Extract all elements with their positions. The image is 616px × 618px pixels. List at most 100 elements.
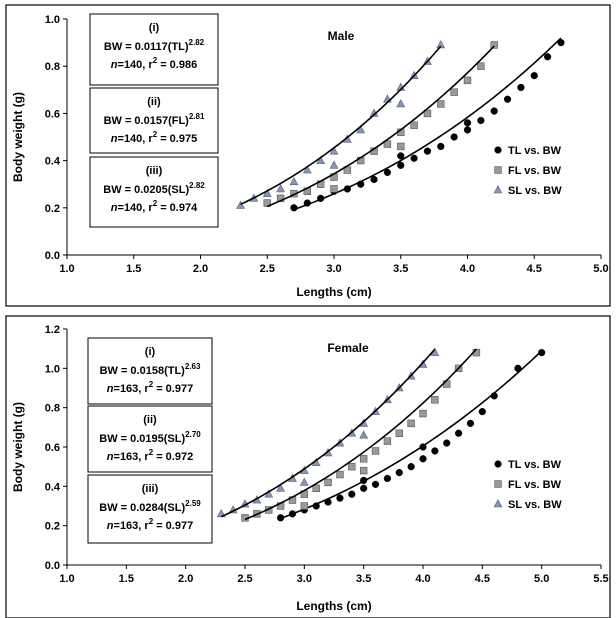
data-point	[423, 147, 432, 155]
equation-box-frame	[87, 405, 213, 473]
data-point	[431, 447, 439, 455]
data-point	[329, 146, 339, 155]
data-point	[431, 396, 439, 404]
equation-box: (i) BW = 0.0158(TL)2.63 n=163, r2 = 0.977	[87, 337, 213, 405]
equation-n: n	[111, 133, 118, 145]
data-point	[371, 447, 380, 455]
data-point	[463, 126, 472, 134]
data-point	[455, 429, 463, 437]
data-point	[360, 484, 368, 492]
data-point	[494, 146, 502, 154]
x-tick-label: 2.0	[178, 573, 193, 585]
equation-n: n	[107, 451, 114, 463]
equation-id: (ii)	[143, 414, 157, 426]
fit-curve	[266, 45, 495, 208]
equation-stats-text: =140, r	[118, 202, 154, 214]
data-point	[302, 165, 312, 174]
data-point	[329, 160, 339, 169]
x-tick-label: 4.0	[415, 573, 430, 585]
x-tick-label: 3.5	[393, 263, 408, 275]
equation-r-squared-exp: 2	[153, 56, 158, 65]
data-point	[299, 477, 309, 486]
data-point	[407, 419, 415, 428]
data-point	[382, 94, 392, 103]
equation-n: n	[107, 520, 114, 532]
legend-label: FL vs. BW	[508, 165, 562, 177]
y-tick-label: 1.2	[45, 324, 60, 336]
equation-formula-base: BW = 0.0117(TL)	[104, 41, 189, 53]
legend-label: SL vs. BW	[508, 499, 562, 511]
equation-r-squared-exp: 2	[153, 199, 158, 208]
fit-curve	[220, 348, 436, 518]
data-point	[324, 478, 332, 487]
data-point	[478, 408, 486, 416]
data-point	[395, 429, 403, 437]
data-point	[466, 419, 475, 428]
legend-label: SL vs. BW	[508, 185, 562, 197]
x-tick-label: 3.0	[297, 573, 312, 585]
equation-exponent: 2.81	[189, 112, 205, 121]
data-point	[477, 62, 485, 70]
equation-box: (iii) BW = 0.0205(SL)2.82 n=140, r2 = 0.97…	[89, 156, 219, 228]
data-point	[543, 53, 552, 61]
series-square	[241, 348, 481, 522]
data-point	[493, 185, 503, 194]
x-tick-label: 1.5	[119, 573, 134, 585]
equation-stats-text: =140, r	[118, 59, 154, 71]
x-tick-label: 3.0	[326, 263, 341, 275]
legend-label: TL vs. BW	[508, 459, 562, 471]
data-point	[517, 83, 525, 92]
equation-id: (iii)	[142, 483, 159, 495]
data-point	[530, 72, 538, 80]
data-point	[336, 470, 344, 479]
data-point	[463, 76, 472, 85]
fit-curve	[244, 348, 477, 521]
data-point	[383, 437, 392, 445]
data-point	[463, 119, 472, 127]
panel-frame	[5, 4, 611, 307]
equation-id: (i)	[145, 346, 156, 358]
equation-box-frame	[87, 337, 213, 405]
chart-title: Female	[327, 341, 369, 355]
data-point	[359, 455, 368, 463]
equation-exponent: 2.70	[185, 430, 201, 439]
equation-stats-value: = 0.986	[157, 59, 197, 71]
data-point	[336, 494, 344, 502]
data-point	[263, 199, 271, 207]
data-point	[397, 161, 405, 169]
data-point	[289, 177, 299, 186]
equation-box-frame	[89, 156, 219, 228]
series-circle	[290, 37, 565, 212]
y-tick-label: 0.6	[45, 442, 60, 454]
equation-r-squared-exp: 2	[153, 130, 158, 139]
series-square	[263, 41, 498, 208]
y-tick-label: 0.4	[45, 156, 61, 168]
equation-formula: BW = 0.0195(SL)2.70	[99, 430, 201, 445]
y-tick-label: 1.0	[45, 14, 60, 26]
legend: TL vs. BW FL vs. BW SL vs. BW	[493, 145, 562, 197]
legend: TL vs. BW FL vs. BW SL vs. BW	[493, 459, 562, 511]
data-point	[503, 95, 512, 103]
data-point	[356, 125, 366, 134]
data-point	[494, 460, 502, 468]
fit-curve	[240, 45, 442, 206]
x-tick-label: 4.5	[527, 263, 542, 275]
data-point	[348, 490, 356, 498]
equation-formula: BW = 0.0117(TL)2.82	[104, 38, 205, 53]
data-point	[300, 502, 309, 510]
data-point	[494, 166, 502, 174]
fit-curve	[280, 350, 543, 520]
data-point	[437, 142, 445, 151]
x-tick-label: 4.0	[460, 263, 475, 275]
x-axis-label: Lengths (cm)	[296, 599, 371, 613]
data-point	[557, 38, 565, 47]
y-tick-label: 1.0	[45, 363, 60, 375]
equation-exponent: 2.63	[185, 362, 201, 371]
y-tick-label: 0.4	[45, 481, 61, 493]
data-point	[443, 439, 451, 447]
data-point	[423, 109, 432, 118]
equation-formula-base: BW = 0.0205(SL)	[103, 184, 189, 196]
x-tick-label: 5.5	[593, 573, 608, 585]
equation-id: (iii)	[146, 165, 163, 177]
equation-box: (ii) BW = 0.0195(SL)2.70 n=163, r2 = 0.972	[87, 405, 213, 473]
